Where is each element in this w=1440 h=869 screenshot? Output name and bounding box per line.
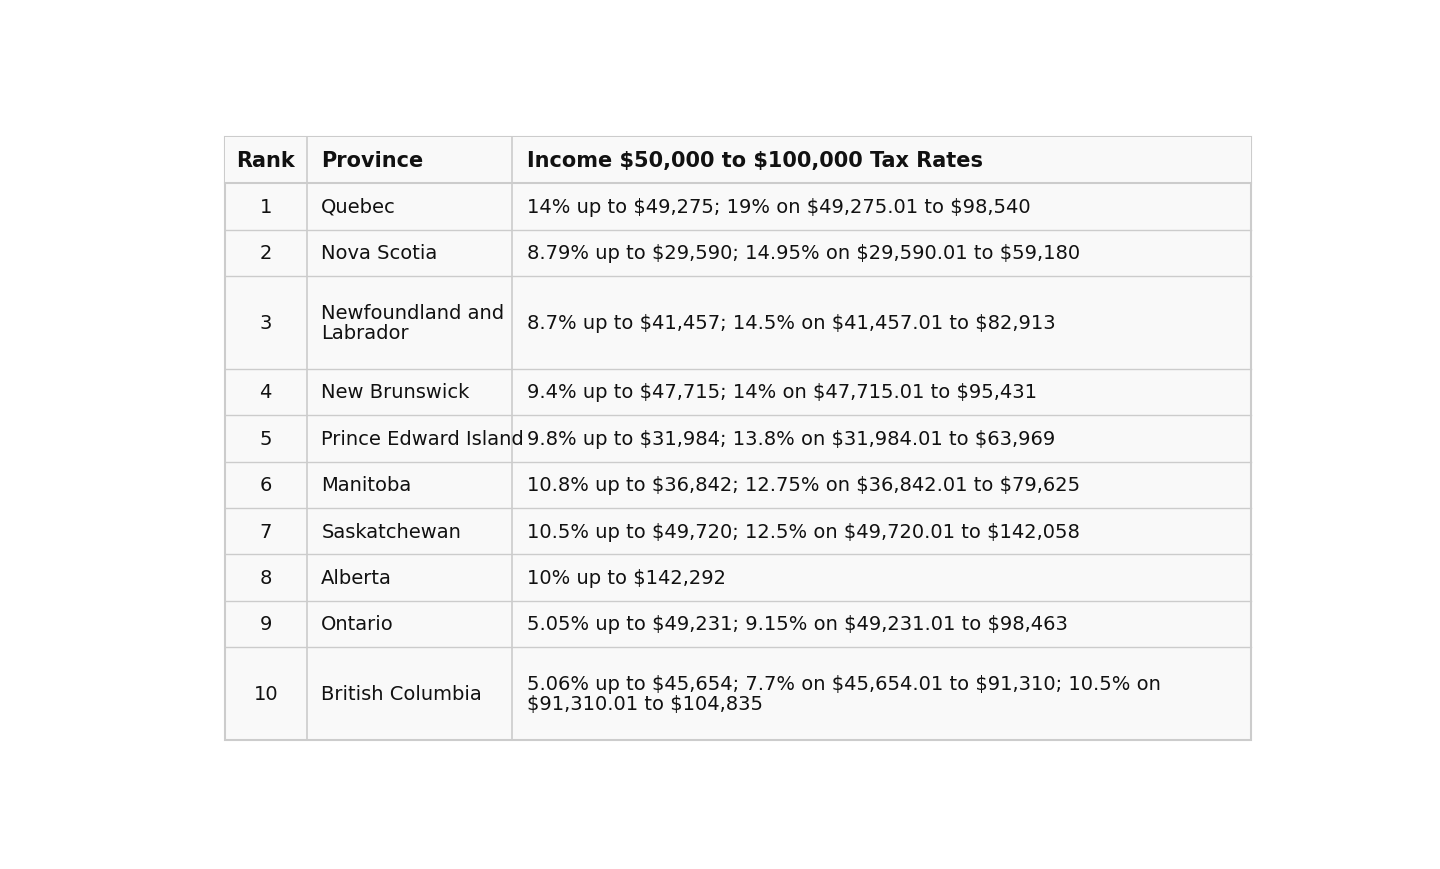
Text: 8.7% up to \$41,457; 14.5% on \$41,457.01 to \$82,913: 8.7% up to \$41,457; 14.5% on \$41,457.0… bbox=[527, 314, 1056, 333]
Text: 6: 6 bbox=[259, 475, 272, 494]
Bar bbox=[225, 137, 1251, 740]
Bar bbox=[225, 137, 1251, 184]
Text: \$91,310.01 to \$104,835: \$91,310.01 to \$104,835 bbox=[527, 694, 763, 713]
Text: 9: 9 bbox=[259, 614, 272, 634]
Text: 5.06% up to \$45,654; 7.7% on \$45,654.01 to \$91,310; 10.5% on: 5.06% up to \$45,654; 7.7% on \$45,654.0… bbox=[527, 674, 1161, 693]
Text: 10: 10 bbox=[253, 684, 278, 703]
Text: 10.5% up to \$49,720; 12.5% on \$49,720.01 to \$142,058: 10.5% up to \$49,720; 12.5% on \$49,720.… bbox=[527, 522, 1080, 541]
Text: 1: 1 bbox=[259, 198, 272, 216]
Text: Prince Edward Island: Prince Edward Island bbox=[321, 429, 524, 448]
Text: 7: 7 bbox=[259, 522, 272, 541]
Text: 9.4% up to \$47,715; 14% on \$47,715.01 to \$95,431: 9.4% up to \$47,715; 14% on \$47,715.01 … bbox=[527, 383, 1037, 402]
Text: Saskatchewan: Saskatchewan bbox=[321, 522, 461, 541]
Text: 14% up to \$49,275; 19% on \$49,275.01 to \$98,540: 14% up to \$49,275; 19% on \$49,275.01 t… bbox=[527, 198, 1030, 216]
Text: Ontario: Ontario bbox=[321, 614, 395, 634]
Text: Labrador: Labrador bbox=[321, 323, 409, 342]
Text: New Brunswick: New Brunswick bbox=[321, 383, 469, 402]
Text: Quebec: Quebec bbox=[321, 198, 396, 216]
Text: 5.05% up to \$49,231; 9.15% on \$49,231.01 to \$98,463: 5.05% up to \$49,231; 9.15% on \$49,231.… bbox=[527, 614, 1067, 634]
Text: 4: 4 bbox=[259, 383, 272, 402]
Text: 8: 8 bbox=[259, 568, 272, 587]
Text: Province: Province bbox=[321, 151, 423, 171]
Text: 5: 5 bbox=[259, 429, 272, 448]
Text: Manitoba: Manitoba bbox=[321, 475, 412, 494]
Text: 2: 2 bbox=[259, 244, 272, 263]
Text: 10% up to \$142,292: 10% up to \$142,292 bbox=[527, 568, 726, 587]
Text: Income \$50,000 to \$100,000 Tax Rates: Income \$50,000 to \$100,000 Tax Rates bbox=[527, 151, 982, 171]
Text: British Columbia: British Columbia bbox=[321, 684, 482, 703]
Text: 8.79% up to \$29,590; 14.95% on \$29,590.01 to \$59,180: 8.79% up to \$29,590; 14.95% on \$29,590… bbox=[527, 244, 1080, 263]
Text: Rank: Rank bbox=[236, 151, 295, 171]
Text: 9.8% up to \$31,984; 13.8% on \$31,984.01 to \$63,969: 9.8% up to \$31,984; 13.8% on \$31,984.0… bbox=[527, 429, 1056, 448]
Text: 10.8% up to \$36,842; 12.75% on \$36,842.01 to \$79,625: 10.8% up to \$36,842; 12.75% on \$36,842… bbox=[527, 475, 1080, 494]
Text: Newfoundland and: Newfoundland and bbox=[321, 303, 504, 322]
Text: Alberta: Alberta bbox=[321, 568, 392, 587]
Text: 3: 3 bbox=[259, 314, 272, 333]
Text: Nova Scotia: Nova Scotia bbox=[321, 244, 438, 263]
